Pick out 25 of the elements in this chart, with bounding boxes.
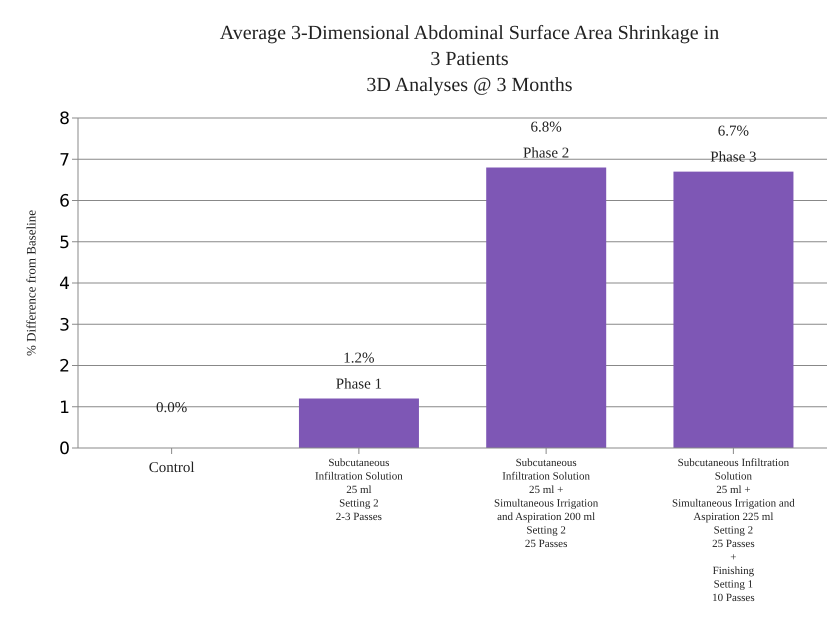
y-tick-label: 2 (59, 356, 70, 377)
x-tick-label: Subcutaneous Infiltration Solution 25 ml + Simultaneous Irrigation and Aspiration 200 ml Setting 2 25 Passes (494, 457, 599, 550)
y-tick-label: 7 (59, 150, 70, 170)
bar (486, 168, 606, 448)
x-tick-label: Subcutaneous Infiltration Solution 25 ml Setting 2 2-3 Passes (315, 457, 404, 523)
annotation: Phase 2 (523, 146, 570, 162)
category-label: Subcutaneous Infiltration Solution 25 ml + Simultaneous Irrigation and Aspiration 225 ml Setting 2 25 Passes + Finishing Setting 1 10 Passes (672, 457, 795, 604)
y-tick-label: 5 (59, 232, 70, 253)
bar (673, 172, 794, 448)
x-tick-label: Control (148, 460, 195, 476)
y-axis-title: % Difference from Baseline (24, 210, 39, 356)
chart-title: Average 3-Dimensional Abdominal Surface Area Shrinkage in 3 Patients 3D Analyses @ 3 Months (218, 21, 720, 98)
annotation: Phase 3 (710, 150, 756, 166)
y-tick-label: 3 (59, 315, 70, 336)
data-label: 0.0% (156, 400, 188, 416)
data-label: 6.8% (530, 120, 562, 136)
y-tick-label: 4 (59, 274, 70, 294)
y-tick-label: 8 (59, 109, 70, 130)
y-tick-label: 1 (59, 398, 70, 418)
data-label: 6.7% (718, 124, 749, 140)
y-tick-label: 6 (59, 192, 70, 212)
bar (298, 398, 419, 448)
y-tick-label: 0 (59, 439, 70, 460)
data-label: 1.2% (343, 350, 374, 366)
annotation: Phase 1 (336, 376, 382, 392)
